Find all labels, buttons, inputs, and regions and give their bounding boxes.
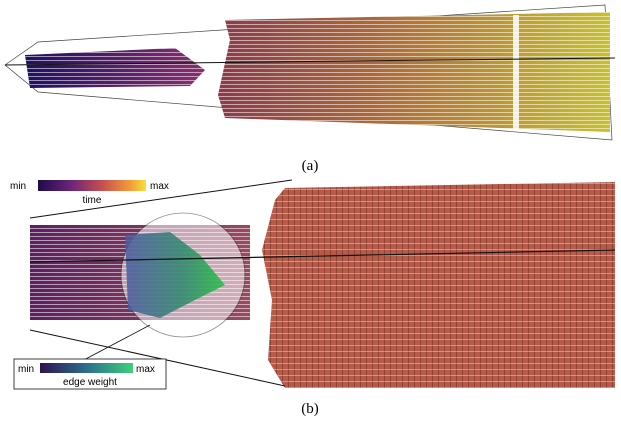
legend-max: max	[150, 181, 169, 192]
color-bar	[38, 180, 146, 191]
color-bar	[40, 363, 133, 373]
late-nodes-texture	[218, 12, 610, 132]
legend-max: max	[136, 364, 155, 375]
early-nodes-texture	[25, 48, 205, 88]
right-nodes-texture	[262, 182, 615, 388]
caption: (a)	[302, 158, 319, 174]
caption: (b)	[301, 401, 319, 417]
legend-title: edge weight	[63, 377, 117, 388]
gap	[513, 15, 519, 130]
panel-b: min max time min max edge weight (b)	[10, 180, 615, 417]
figure: (a) min max time min max edge weight (b)	[0, 0, 621, 424]
panel-a: (a)	[5, 5, 615, 174]
legend-min: min	[18, 364, 34, 375]
legend-title: time	[83, 195, 102, 206]
legend-min: min	[10, 181, 26, 192]
